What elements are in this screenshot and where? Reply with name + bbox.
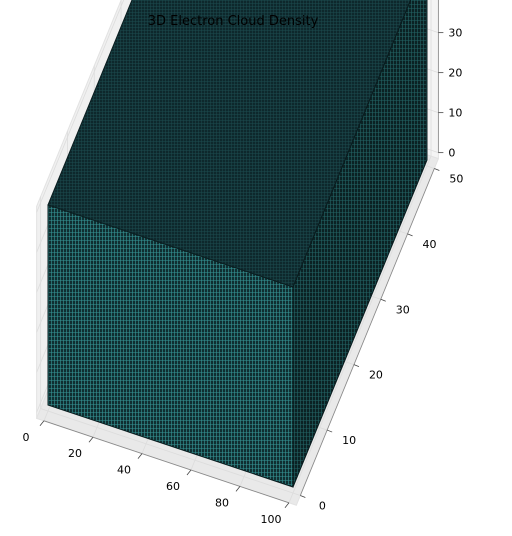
x-tick-label: 20 <box>68 447 82 460</box>
y-tick <box>354 365 359 367</box>
y-tick-label: 50 <box>449 172 463 185</box>
y-tick-label: 30 <box>396 303 410 316</box>
x-tick <box>236 486 240 491</box>
x-tick <box>285 503 289 508</box>
y-tick-label: 40 <box>423 238 437 251</box>
y-tick-label: 10 <box>342 434 356 447</box>
x-tick-label: 100 <box>260 513 281 526</box>
y-tick-label: 0 <box>319 499 326 512</box>
x-tick-label: 0 <box>22 431 29 444</box>
y-tick <box>300 495 305 497</box>
chart-title: 3D Electron Cloud Density <box>0 14 466 29</box>
z-tick-label: 0 <box>448 147 455 160</box>
y-tick-label: 20 <box>369 369 383 382</box>
x-tick <box>40 421 44 426</box>
y-tick <box>408 234 413 236</box>
x-tick <box>138 454 142 459</box>
x-tick <box>187 470 191 475</box>
y-tick <box>434 168 439 170</box>
z-tick-label: 10 <box>448 107 462 120</box>
x-tick-label: 40 <box>117 464 131 477</box>
x-tick <box>89 437 93 442</box>
voxel-cube <box>48 0 427 487</box>
x-tick-label: 80 <box>215 496 229 509</box>
x-tick-label: 60 <box>166 480 180 493</box>
y-tick <box>381 299 386 301</box>
z-tick-label: 20 <box>448 67 462 80</box>
y-tick <box>327 430 332 432</box>
